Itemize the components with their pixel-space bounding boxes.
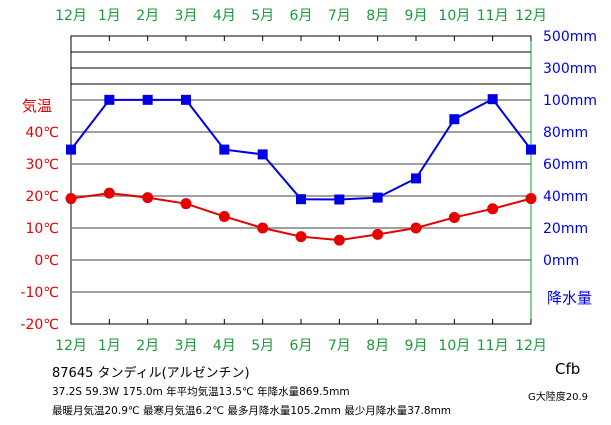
month-label: 2月	[136, 8, 159, 24]
month-label: 4月	[213, 338, 236, 354]
precipitation-axis-title: 降水量	[547, 289, 592, 307]
precipitation-series	[66, 94, 536, 205]
month-labels-bottom: 12月 1月 2月 3月 4月 5月 6月 7月 8月 9月 10月 11月 12月	[55, 338, 547, 354]
month-label: 8月	[366, 338, 389, 354]
temperature-point	[103, 187, 115, 199]
month-label: 12月	[55, 338, 87, 354]
month-label: 1月	[98, 8, 121, 24]
month-label: 8月	[366, 8, 389, 24]
month-label: 2月	[136, 338, 159, 354]
temperature-point	[448, 211, 460, 223]
temperature-point	[142, 192, 154, 204]
precipitation-tick-label: 0mm	[543, 253, 579, 269]
month-label: 11月	[477, 338, 509, 354]
precipitation-point	[104, 94, 115, 105]
precipitation-point	[181, 94, 191, 105]
temperature-point	[487, 203, 499, 215]
month-label: 5月	[251, 8, 274, 24]
precipitation-point	[411, 173, 421, 184]
precipitation-axis-ticks: 500mm 300mm 100mm 80mm 60mm 40mm 20mm 0mm	[543, 29, 597, 269]
month-label: 3月	[175, 8, 198, 24]
precipitation-tick-label: 100mm	[543, 93, 597, 109]
temperature-tick-label: 30℃	[25, 157, 59, 173]
precipitation-point	[257, 149, 268, 160]
precipitation-point	[66, 144, 76, 155]
precipitation-point	[487, 94, 498, 105]
temperature-point	[525, 193, 537, 205]
month-label: 3月	[175, 338, 198, 354]
temperature-axis-title: 気温	[22, 97, 52, 115]
precipitation-tick-label: 40mm	[543, 189, 588, 205]
temperature-point	[65, 193, 77, 205]
precipitation-point	[449, 114, 460, 125]
month-label: 10月	[438, 338, 470, 354]
temperature-point	[295, 231, 307, 243]
temperature-point	[372, 228, 384, 240]
plot-frame	[70, 35, 532, 325]
precipitation-point	[334, 194, 345, 205]
precipitation-point	[142, 94, 153, 105]
month-label: 6月	[290, 338, 313, 354]
month-label: 5月	[251, 338, 274, 354]
temperature-series	[65, 187, 537, 246]
temperature-point	[218, 210, 230, 222]
month-label: 1月	[98, 338, 121, 354]
precipitation-tick-label: 300mm	[543, 61, 597, 77]
month-label: 7月	[328, 338, 351, 354]
temperature-point	[257, 222, 269, 234]
precipitation-point	[526, 144, 536, 155]
temperature-point	[180, 198, 192, 210]
precipitation-tick-label: 20mm	[543, 221, 588, 237]
temperature-point	[333, 234, 345, 246]
month-label: 12月	[515, 338, 547, 354]
temperature-tick-label: 40℃	[25, 125, 59, 141]
temperature-tick-label: -20℃	[20, 317, 59, 333]
temperature-axis-ticks: 40℃ 30℃ 20℃ 10℃ 0℃ -10℃ -20℃	[20, 125, 59, 333]
precipitation-point	[219, 144, 230, 155]
precipitation-point	[372, 192, 383, 203]
month-label: 12月	[55, 8, 87, 24]
temperature-point	[410, 222, 422, 234]
temperature-tick-label: 10℃	[25, 221, 59, 237]
month-label: 12月	[515, 8, 547, 24]
month-labels-top: 12月 1月 2月 3月 4月 5月 6月 7月 8月 9月 10月 11月 12月	[55, 8, 547, 24]
precipitation-line	[70, 97, 532, 201]
month-label: 9月	[405, 8, 428, 24]
month-label: 6月	[290, 8, 313, 24]
precipitation-point	[296, 194, 306, 205]
month-label: 10月	[438, 8, 470, 24]
precipitation-tick-label: 60mm	[543, 157, 588, 173]
month-label: 11月	[477, 8, 509, 24]
temperature-tick-label: 0℃	[34, 253, 59, 269]
month-label: 4月	[213, 8, 236, 24]
temperature-tick-label: 20℃	[25, 189, 59, 205]
month-label: 7月	[328, 8, 351, 24]
chart-grid	[70, 35, 532, 325]
month-label: 9月	[405, 338, 428, 354]
temperature-tick-label: -10℃	[20, 285, 59, 301]
precipitation-tick-label: 500mm	[543, 29, 597, 45]
precipitation-tick-label: 80mm	[543, 125, 588, 141]
